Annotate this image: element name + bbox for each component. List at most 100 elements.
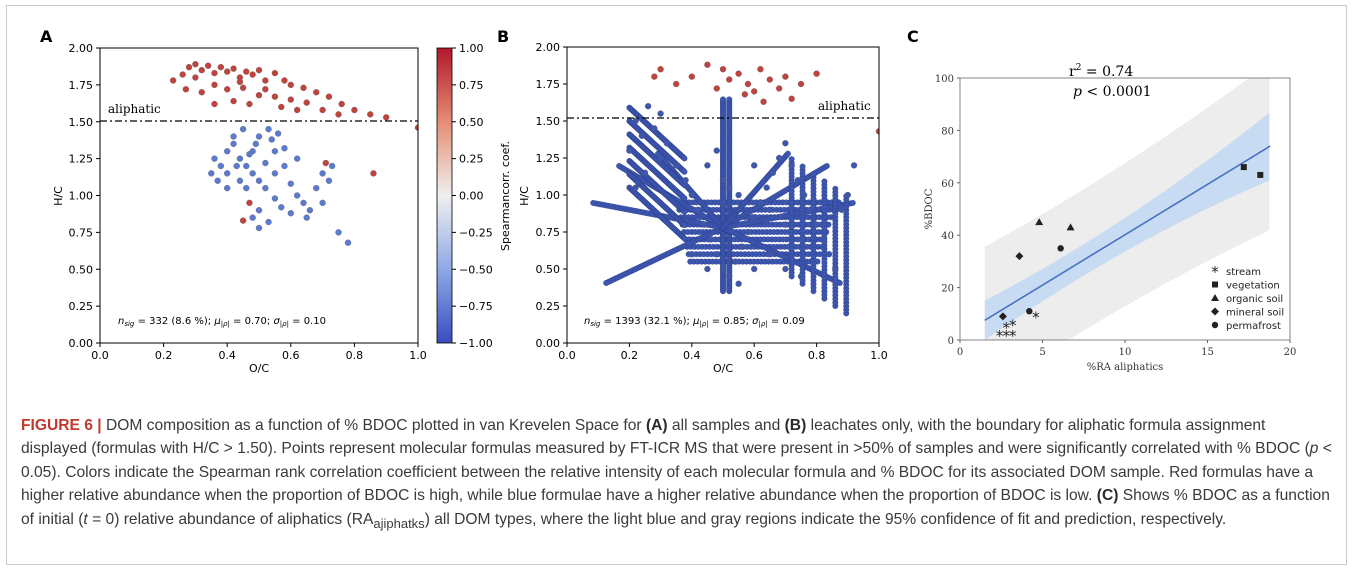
y-tick-label: 1.25 <box>536 152 561 165</box>
x-tick-label: 0.6 <box>745 349 763 362</box>
panel-b-stats: nsig = 1393 (32.1 %); μ|ρ| = 0.85; σ|ρ| … <box>584 316 805 328</box>
b-point <box>813 70 820 77</box>
a-point <box>214 177 221 184</box>
b-point <box>651 125 658 132</box>
colorbar-tick-label: 1.00 <box>459 42 484 55</box>
a-point <box>230 65 237 72</box>
y-tick-label: 0.50 <box>69 263 94 276</box>
a-point <box>262 77 269 84</box>
panel-c-point-mineral-soil <box>1015 252 1024 261</box>
b-point <box>738 243 745 250</box>
y-tick-label: 1.50 <box>69 116 94 129</box>
a-point <box>344 239 352 246</box>
y-tick-label: 0.50 <box>536 263 561 276</box>
colorbar-tick-label: −1.00 <box>459 337 493 350</box>
b-point <box>735 280 742 287</box>
b-point <box>701 221 708 228</box>
b-point <box>766 206 773 213</box>
a-point <box>414 124 418 131</box>
legend-label: stream <box>1226 267 1261 278</box>
panel-c-point-permafrost <box>1057 245 1064 252</box>
caption-p-var: p <box>1309 440 1319 458</box>
a-point <box>255 224 263 232</box>
x-tick-label: 1.0 <box>409 349 427 362</box>
a-point <box>300 199 307 207</box>
a-point <box>224 86 231 93</box>
legend-label: mineral soil <box>1226 308 1284 319</box>
a-point <box>211 100 218 108</box>
a-point <box>179 71 186 78</box>
a-point <box>383 114 390 121</box>
legend-marker-permafrost <box>1211 321 1219 329</box>
a-point <box>287 81 294 89</box>
b-point <box>626 147 633 154</box>
a-point <box>192 61 199 68</box>
b-point <box>688 191 695 199</box>
figure-frame <box>6 5 1347 565</box>
panel-c-point-stream: * <box>1002 319 1010 337</box>
a-point <box>211 69 218 77</box>
panel-c-point-stream: * <box>1002 327 1010 345</box>
y-tick-label: 0.75 <box>536 226 561 239</box>
panel-c-r2: r2 = 0.74 <box>1069 63 1133 80</box>
b-point <box>819 236 826 243</box>
b-point <box>713 147 720 154</box>
a-point <box>294 192 301 199</box>
colorbar-tick-label: 0.00 <box>459 190 484 203</box>
a-point <box>230 97 237 105</box>
panel-a-points <box>169 61 418 246</box>
a-point <box>239 125 247 133</box>
legend-marker-stream: * <box>1211 263 1219 281</box>
a-point <box>217 64 224 71</box>
b-point <box>632 117 639 125</box>
a-point <box>169 77 177 84</box>
a-point <box>233 162 240 170</box>
b-point <box>825 251 833 258</box>
caption-t-var: t <box>83 510 88 528</box>
a-point <box>278 103 285 111</box>
a-point <box>325 93 333 100</box>
b-point <box>763 184 770 191</box>
a-point <box>281 162 288 170</box>
b-point <box>788 156 795 163</box>
b-point <box>797 236 805 243</box>
panel-c-point-permafrost <box>1026 307 1033 315</box>
a-point <box>246 199 253 207</box>
a-point <box>300 84 307 91</box>
a-point <box>198 89 205 96</box>
panel-c-point-stream: * <box>1009 316 1017 334</box>
panel-c-point-vegetation <box>1240 164 1247 171</box>
a-point <box>268 136 275 143</box>
x-tick-label: 0.4 <box>683 349 701 362</box>
b-point <box>757 199 764 206</box>
colorbar-tick-label: −0.25 <box>459 226 493 239</box>
b-point <box>651 73 658 80</box>
y-tick-label: 0.00 <box>69 337 94 350</box>
caption-text-3: leachates only, with the boundary for al… <box>21 417 1305 458</box>
b-point <box>681 195 688 202</box>
colorbar-ticks: 1.00 0.75 0.50 0.25 0.00 −0.25 −0.50 −0.75 −1.00 <box>452 42 493 350</box>
a-point <box>224 148 231 155</box>
b-point <box>590 199 597 206</box>
a-point <box>246 151 253 158</box>
b-point <box>760 98 767 105</box>
colorbar-tick-label: −0.50 <box>459 263 493 276</box>
a-point <box>335 111 342 118</box>
a-point <box>192 74 199 81</box>
panel-b-yticks: 0.00 0.25 0.50 0.75 1.00 1.25 1.50 1.75 2.00 <box>536 41 567 350</box>
x-tick-label: 0.8 <box>346 349 364 362</box>
a-point <box>303 214 310 221</box>
a-point <box>211 81 218 89</box>
b-point <box>726 96 733 103</box>
b-point <box>732 258 739 265</box>
a-point <box>328 162 336 170</box>
panel-c-point-mineral-soil <box>998 312 1007 321</box>
b-point <box>838 206 845 213</box>
caption-text-6: = 0) relative abundance of aliphatics (R… <box>87 510 374 528</box>
y-tick-label: 2.00 <box>536 41 561 54</box>
b-point <box>719 265 727 273</box>
a-point <box>271 195 279 202</box>
b-point <box>673 162 680 169</box>
panel-c-ylabel: %BDOC <box>924 188 935 229</box>
